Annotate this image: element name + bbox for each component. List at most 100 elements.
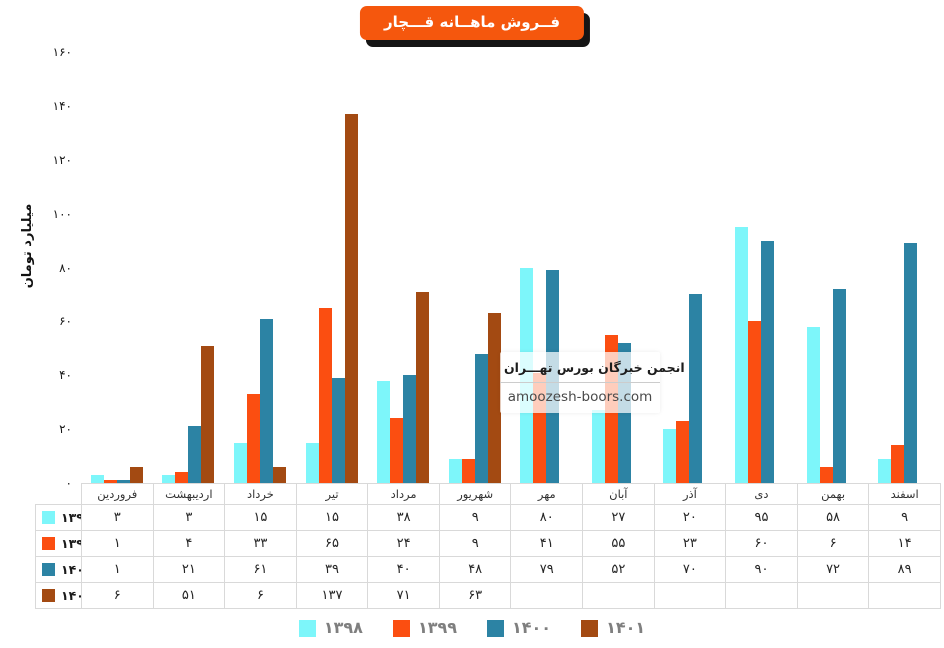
value-cell-1399-month-8: ۵۵ bbox=[582, 530, 655, 557]
value-cell-1401-month-9 bbox=[653, 582, 727, 609]
value-cell-1400-month-4: ۳۹ bbox=[295, 556, 369, 583]
watermark-org-text: انجمن خبرگان بورس تهـــران bbox=[500, 352, 685, 383]
plot-area bbox=[81, 52, 940, 484]
legend-label-1398: ۱۳۹۸ bbox=[323, 618, 363, 637]
series-year-label-1398: ۱۳۹۸ bbox=[61, 510, 81, 525]
month-header-6: شهریور bbox=[438, 483, 512, 505]
bar-1401-month-4 bbox=[344, 113, 358, 483]
bar-1399-month-9 bbox=[676, 421, 690, 483]
bar-1398-month-6 bbox=[448, 458, 462, 483]
bar-1399-month-6 bbox=[461, 458, 475, 483]
bar-1399-month-10 bbox=[748, 321, 762, 483]
table-row-1401: ۱۴۰۱۶۵۱۶۱۳۷۷۱۶۳ bbox=[35, 582, 941, 609]
value-cell-1399-month-6: ۹ bbox=[438, 530, 512, 557]
legend-item-1401: ۱۴۰۱ bbox=[581, 618, 646, 637]
month-header-4: تیر bbox=[295, 483, 369, 505]
value-cell-1401-month-12 bbox=[868, 582, 941, 609]
value-cell-1399-month-5: ۲۴ bbox=[367, 530, 440, 557]
series-color-swatch-1401 bbox=[42, 589, 55, 602]
series-row-header-1400: ۱۴۰۰ bbox=[35, 556, 82, 583]
value-cell-1399-month-7: ۴۱ bbox=[510, 530, 584, 557]
bar-1398-month-4 bbox=[305, 442, 319, 483]
y-tick-label-60: ۶۰ bbox=[59, 314, 72, 329]
value-cell-1401-month-2: ۵۱ bbox=[152, 582, 226, 609]
bar-1401-month-6 bbox=[487, 313, 501, 483]
y-tick-label-40: ۴۰ bbox=[59, 368, 72, 383]
value-cell-1398-month-1: ۳ bbox=[81, 504, 154, 531]
value-cell-1401-month-8 bbox=[582, 582, 655, 609]
value-cell-1399-month-10: ۶۰ bbox=[725, 530, 798, 557]
series-row-header-1401: ۱۴۰۱ bbox=[35, 582, 82, 609]
bar-1399-month-3 bbox=[246, 394, 260, 483]
value-cell-1400-month-11: ۷۲ bbox=[796, 556, 870, 583]
value-cell-1400-month-5: ۴۰ bbox=[367, 556, 440, 583]
month-header-8: آبان bbox=[582, 483, 655, 505]
value-cell-1401-month-10 bbox=[725, 582, 798, 609]
value-cell-1398-month-2: ۳ bbox=[152, 504, 226, 531]
table-corner bbox=[36, 484, 82, 505]
chart-title: فــروش ماهــانه قـــچار bbox=[383, 13, 561, 31]
bar-1398-month-3 bbox=[233, 442, 247, 483]
bar-1399-month-5 bbox=[390, 418, 404, 483]
legend-item-1398: ۱۳۹۸ bbox=[298, 618, 363, 637]
series-year-label-1400: ۱۴۰۰ bbox=[61, 562, 81, 577]
y-tick-label-120: ۱۲۰ bbox=[52, 152, 72, 167]
value-cell-1400-month-3: ۶۱ bbox=[224, 556, 297, 583]
legend-swatch-1400 bbox=[487, 619, 504, 637]
bar-1400-month-9 bbox=[689, 294, 703, 483]
value-cell-1400-month-6: ۴۸ bbox=[438, 556, 512, 583]
legend-item-1400: ۱۴۰۰ bbox=[487, 619, 551, 637]
month-header-7: مهر bbox=[510, 483, 584, 505]
value-cell-1399-month-4: ۶۵ bbox=[295, 530, 369, 557]
value-cell-1401-month-6: ۶۳ bbox=[438, 582, 512, 609]
y-tick-label-140: ۱۴۰ bbox=[52, 98, 72, 113]
bar-1400-month-6 bbox=[474, 353, 488, 483]
legend-item-1399: ۱۳۹۹ bbox=[392, 619, 457, 637]
table-row-1398: ۱۳۹۸۳۳۱۵۱۵۳۸۹۸۰۲۷۲۰۹۵۵۸۹ bbox=[35, 504, 941, 531]
value-cell-1401-month-3: ۶ bbox=[224, 582, 297, 609]
month-header-2: اردیبهشت bbox=[152, 483, 226, 505]
value-cell-1398-month-9: ۲۰ bbox=[653, 504, 727, 531]
value-cell-1401-month-1: ۶ bbox=[81, 582, 154, 609]
bar-1400-month-12 bbox=[904, 243, 918, 483]
bar-1400-month-4 bbox=[331, 377, 345, 483]
value-cell-1400-month-2: ۲۱ bbox=[152, 556, 226, 583]
y-tick-label-80: ۸۰ bbox=[59, 260, 72, 275]
bar-1398-month-2 bbox=[162, 474, 176, 483]
month-header-1: فروردین bbox=[81, 483, 154, 505]
series-color-swatch-1400 bbox=[42, 563, 55, 576]
bar-1398-month-10 bbox=[735, 227, 749, 483]
month-header-12: اسفند bbox=[868, 483, 941, 505]
value-cell-1400-month-8: ۵۲ bbox=[582, 556, 655, 583]
value-cell-1401-month-11 bbox=[796, 582, 870, 609]
value-cell-1398-month-8: ۲۷ bbox=[582, 504, 655, 531]
bar-1400-month-10 bbox=[761, 240, 775, 483]
value-cell-1398-month-12: ۹ bbox=[868, 504, 941, 531]
y-tick-label-160: ۱۶۰ bbox=[52, 45, 72, 59]
value-cell-1400-month-12: ۸۹ bbox=[868, 556, 941, 583]
bar-1399-month-1 bbox=[103, 480, 117, 483]
series-row-header-1398: ۱۳۹۸ bbox=[35, 504, 82, 531]
data-table: فروردین اردیبهشت خرداد تیر مرداد شهریور مهر آبا… bbox=[35, 483, 941, 609]
value-cell-1400-month-7: ۷۹ bbox=[510, 556, 584, 583]
y-axis-tick-labels: ۰ ۲۰ ۴۰ ۶۰ ۸۰ ۱۰۰ ۱۲۰ ۱۴۰ ۱۶۰ bbox=[0, 45, 72, 490]
y-tick-label-100: ۱۰۰ bbox=[52, 206, 72, 221]
month-header-3: خرداد bbox=[224, 483, 297, 505]
bar-1401-month-5 bbox=[416, 291, 430, 483]
table-header-row: فروردین اردیبهشت خرداد تیر مرداد شهریور مهر آبا… bbox=[36, 483, 941, 505]
bar-1399-month-2 bbox=[175, 472, 189, 483]
month-header-5: مرداد bbox=[367, 483, 440, 505]
value-cell-1399-month-11: ۶ bbox=[796, 530, 870, 557]
legend-swatch-1399 bbox=[392, 619, 410, 637]
chart-title-badge: فــروش ماهــانه قـــچار bbox=[359, 6, 585, 40]
month-header-10: دی bbox=[725, 483, 798, 505]
value-cell-1399-month-12: ۱۴ bbox=[868, 530, 941, 557]
value-cell-1399-month-1: ۱ bbox=[81, 530, 154, 557]
value-cell-1398-month-10: ۹۵ bbox=[725, 504, 798, 531]
legend-label-1401: ۱۴۰۱ bbox=[606, 618, 646, 637]
bar-1400-month-3 bbox=[259, 318, 273, 483]
value-cell-1398-month-5: ۳۸ bbox=[367, 504, 440, 531]
value-cell-1399-month-9: ۲۳ bbox=[653, 530, 727, 557]
value-cell-1401-month-5: ۷۱ bbox=[367, 582, 440, 609]
